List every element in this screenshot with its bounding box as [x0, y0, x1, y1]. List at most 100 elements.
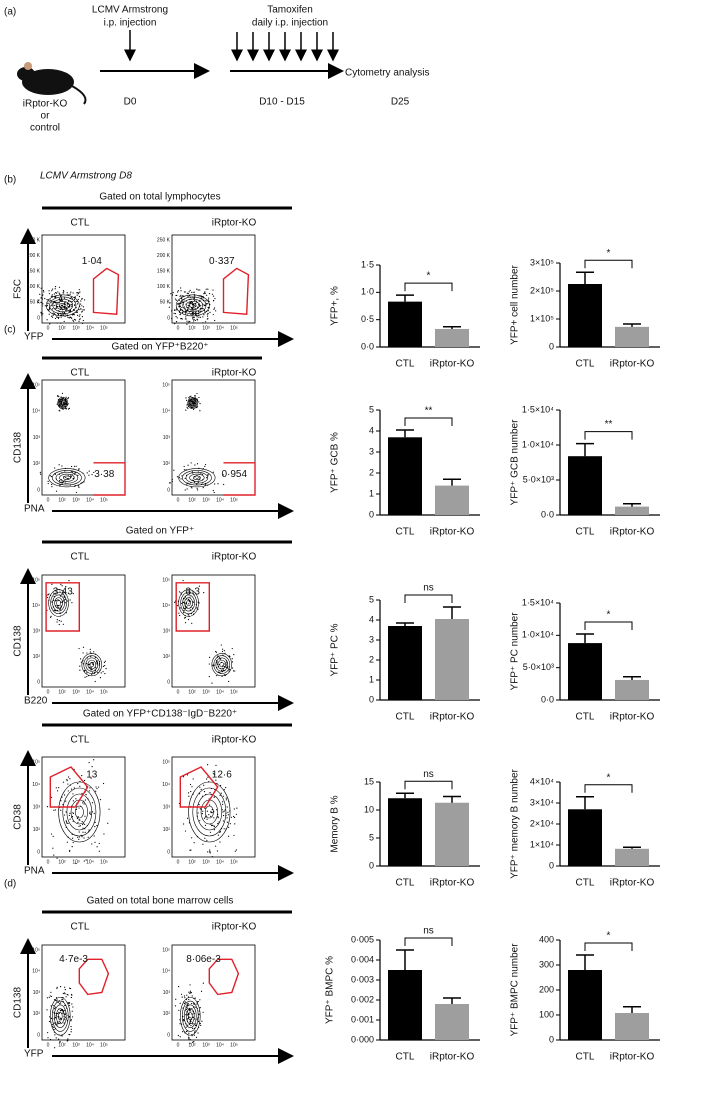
axis-label: CD138 [13, 432, 24, 464]
flow-event [214, 773, 216, 776]
flow-tick: 10² [58, 497, 66, 503]
flow-event [108, 808, 110, 810]
flow-event [209, 804, 211, 806]
flow-event [55, 599, 57, 602]
contour [182, 298, 204, 313]
flow-event [189, 596, 191, 598]
flow-event [187, 1024, 189, 1026]
x-tick-label: iRptor-KO [610, 878, 655, 889]
flow-event [199, 786, 201, 788]
flow-tick: 0 [47, 497, 50, 503]
flow-event [193, 320, 195, 322]
flow-event [188, 603, 190, 605]
flow-event [55, 301, 57, 303]
flow-event [217, 822, 219, 825]
flow-event [206, 764, 209, 766]
gate [92, 267, 120, 315]
flow-event [204, 824, 207, 826]
flow-event [60, 314, 62, 316]
flow-event [234, 823, 236, 825]
flow-event [213, 308, 215, 310]
flow-event [187, 792, 190, 794]
flow-event [213, 829, 215, 831]
flow-tick: 10² [188, 497, 196, 503]
flow-event [68, 814, 71, 817]
flow-event [95, 790, 97, 792]
flow-tick: 0 [37, 315, 40, 321]
flow-event [89, 651, 91, 653]
contour [57, 396, 69, 410]
flow-event [70, 1020, 72, 1022]
flow-event [63, 292, 65, 294]
flow-event [56, 1023, 58, 1025]
flow-event [103, 833, 105, 835]
flow-event [229, 656, 231, 658]
y-tick-label: 1·5 [361, 259, 374, 269]
flow-event [199, 999, 201, 1001]
x-tick-label: CTL [576, 359, 595, 370]
flow-event [82, 827, 84, 829]
flow-event [178, 986, 180, 988]
contour [184, 597, 193, 609]
y-tick-label: 0·003 [351, 974, 374, 984]
flow-event [195, 1036, 198, 1039]
flow-event [40, 287, 42, 289]
flow-event [70, 465, 73, 468]
flow-event [58, 409, 60, 411]
flow-event [39, 471, 41, 473]
axis-label: CD138 [13, 625, 24, 657]
flow-tick: 10³ [163, 435, 171, 441]
flow-event [72, 292, 74, 294]
flow-event [75, 465, 77, 467]
bar [615, 1013, 649, 1040]
x-tick-label: iRptor-KO [430, 1052, 475, 1063]
error-bar [396, 949, 414, 970]
flow-tick: 0 [37, 849, 40, 855]
flow-event [79, 314, 81, 316]
flow-event [72, 319, 74, 321]
day-label: D25 [391, 97, 410, 108]
flow-event [198, 585, 201, 587]
flow-event [88, 790, 90, 792]
contour [188, 398, 198, 408]
flow-event [191, 837, 193, 839]
flow-event [78, 838, 80, 840]
y-axis-label: YFP+ cell number [510, 264, 521, 344]
flow-tick: 0 [177, 1042, 180, 1048]
gate-header: Gated on total lymphocytes [99, 192, 220, 203]
flow-event [95, 786, 97, 788]
flow-event [74, 472, 76, 474]
flow-event [204, 292, 206, 295]
flow-event [188, 592, 191, 594]
y-tick-label: 0·0 [541, 509, 554, 519]
flow-event [223, 828, 225, 830]
flow-event [186, 817, 189, 819]
mouse-label: control [30, 123, 60, 134]
flow-event [70, 296, 72, 299]
flow-event [178, 591, 181, 593]
flow-event [72, 812, 75, 815]
flow-tick: 10⁴ [32, 603, 40, 609]
y-tick-label: 0·004 [351, 954, 374, 964]
flow-event [78, 825, 80, 827]
flow-event [199, 410, 201, 412]
flow-event [188, 306, 190, 308]
flow-event [53, 854, 55, 856]
flow-event [219, 831, 221, 834]
contour [178, 468, 216, 488]
contour [48, 468, 86, 488]
flow-tick: 10² [33, 1011, 41, 1017]
flow-event [228, 655, 230, 657]
flow-event [188, 1023, 190, 1026]
flow-event [67, 1038, 69, 1040]
flow-tick: 0 [177, 325, 180, 331]
flow-event [93, 651, 95, 653]
flow-event [195, 309, 197, 311]
flow-event [74, 304, 76, 306]
flow-tick: 10⁴ [32, 782, 40, 788]
flow-event [81, 298, 83, 300]
flow-event [212, 471, 214, 473]
flow-event [191, 307, 193, 310]
flow-event [56, 1012, 59, 1015]
flow-event [223, 810, 225, 812]
